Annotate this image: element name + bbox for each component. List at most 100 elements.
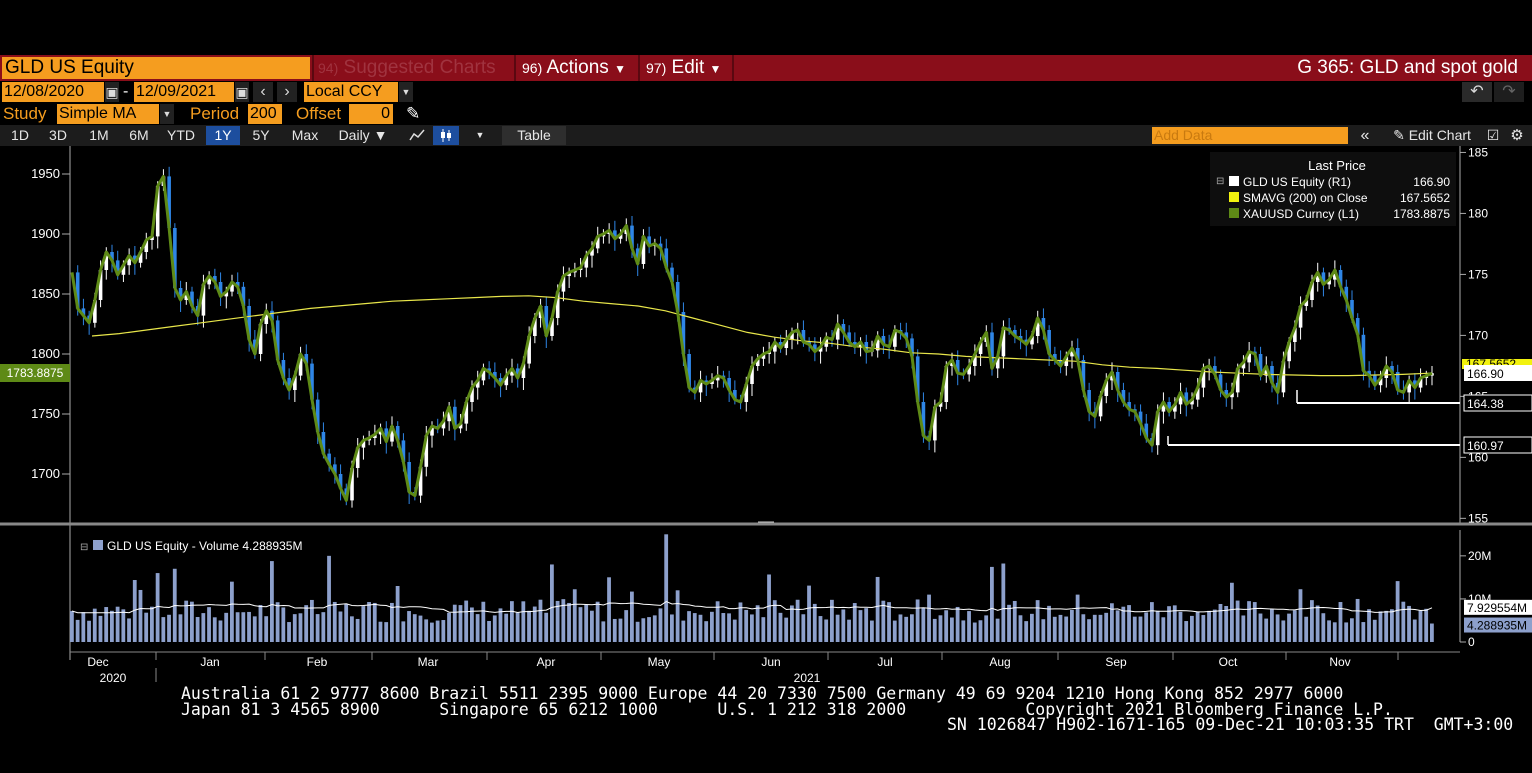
candle-body [401, 440, 406, 462]
tab-max[interactable]: Max [291, 127, 319, 143]
volume-bar [401, 621, 406, 642]
volume-bar [938, 615, 943, 642]
candle-body [464, 402, 469, 424]
add-data-input[interactable]: Add Data [1152, 127, 1348, 144]
volume-bar [1207, 610, 1211, 642]
menu-separator [638, 55, 640, 81]
edit-chart-button[interactable]: ✎ Edit Chart [1380, 126, 1484, 145]
volume-bar [264, 616, 269, 642]
candle-body [310, 363, 314, 400]
volume-bar [1361, 622, 1366, 642]
legend-item-label: SMAVG (200) on Close [1243, 191, 1368, 205]
edit-num: 97) [646, 60, 667, 76]
candle-body [121, 265, 126, 275]
volume-bar [458, 605, 463, 642]
caret-down-icon[interactable]: ▼ [160, 104, 174, 124]
volume-bar [70, 610, 74, 642]
volume-bar [321, 612, 326, 642]
volume-bar [624, 610, 629, 642]
volume-last-tag-label: 4.288935M [1467, 619, 1527, 633]
calendar-icon[interactable]: ▣ [235, 82, 249, 102]
currency-select[interactable]: Local CCY [304, 82, 398, 102]
volume-bar [864, 608, 869, 642]
prev-period-icon[interactable]: ‹ [253, 82, 273, 102]
tab-1d[interactable]: 1D [11, 127, 29, 143]
study-select[interactable]: Simple MA [57, 104, 159, 124]
tab-6m[interactable]: 6M [129, 127, 149, 143]
candle-body [561, 276, 566, 292]
volume-bar [555, 600, 560, 642]
next-period-icon[interactable]: › [277, 82, 297, 102]
volume-bar [1110, 603, 1114, 642]
candle-body [1213, 366, 1217, 375]
volume-bar [915, 599, 920, 642]
calendar-icon[interactable]: ▣ [105, 82, 119, 102]
candle-body [355, 447, 360, 468]
candle-body [778, 342, 783, 348]
offset-field[interactable]: 0 [349, 104, 393, 124]
candle-body [1390, 366, 1394, 372]
candle-body [1201, 368, 1206, 388]
caret-down-icon[interactable]: ▼ [399, 82, 413, 102]
table-button[interactable]: Table [502, 126, 566, 145]
volume-bar [1230, 582, 1234, 642]
candle-body [1104, 380, 1109, 396]
tab-1y[interactable]: 1Y [206, 126, 240, 145]
left-axis-tick-label: 1900 [31, 226, 60, 241]
candle-body [841, 324, 846, 333]
volume-bar [704, 621, 709, 642]
legend-header: Last Price [1308, 158, 1366, 173]
volume-bar [852, 603, 857, 642]
gear-icon[interactable]: ⚙ [1510, 127, 1524, 144]
volume-bar [464, 600, 469, 642]
tab-ytd[interactable]: YTD [167, 127, 195, 143]
candle-body [881, 336, 886, 345]
candle-body [235, 282, 240, 287]
candle-body [515, 368, 520, 378]
volume-bar [475, 614, 480, 642]
volume-bar [390, 602, 394, 642]
legend-swatch [1229, 176, 1239, 186]
redo-icon[interactable]: ↷ [1494, 82, 1524, 102]
caret-down-icon[interactable]: ▼ [475, 130, 485, 140]
edit-menu[interactable]: 97) Edit ▼ [646, 57, 721, 79]
frequency-select[interactable]: Daily ▼ [330, 126, 396, 145]
volume-bar [1430, 623, 1434, 642]
volume-bar [1292, 610, 1297, 642]
ticker-field[interactable]: GLD US Equity [2, 57, 310, 79]
candle-body [1001, 327, 1006, 357]
volume-bar [1395, 581, 1400, 642]
period-field[interactable]: 200 [248, 104, 282, 124]
candle-body [327, 453, 331, 465]
volume-bar [1372, 619, 1377, 642]
volume-bar [161, 617, 166, 642]
volume-bar [790, 605, 794, 642]
volume-bar [1161, 617, 1166, 642]
actions-menu[interactable]: 96) Actions ▼ [522, 57, 626, 79]
candle-body [773, 342, 777, 352]
legend-item-value: 166.90 [1413, 175, 1450, 189]
volume-bar [252, 616, 257, 642]
line-chart-icon[interactable] [404, 126, 430, 145]
tab-3d[interactable]: 3D [49, 127, 67, 143]
end-date-field[interactable]: 12/09/2021 [134, 82, 234, 102]
xauusd-tag-bg [0, 364, 70, 382]
right-axis-tick-label: 160 [1468, 450, 1488, 464]
candle-chart-icon[interactable] [433, 126, 459, 145]
volume-bar [910, 614, 914, 642]
tab-1m[interactable]: 1M [89, 127, 109, 143]
undo-icon[interactable]: ↶ [1462, 82, 1492, 102]
start-date-field[interactable]: 12/08/2020 [2, 82, 104, 102]
collapse-icon[interactable]: « [1360, 127, 1370, 144]
candle-body [910, 338, 914, 357]
candle-body [178, 288, 183, 300]
chart-settings-icon[interactable]: ☑ [1486, 127, 1500, 143]
tab-5y[interactable]: 5Y [252, 127, 270, 143]
volume-bar [664, 534, 669, 642]
candle-body [664, 248, 669, 268]
suggested-charts-menu[interactable]: 94) Suggested Charts [318, 57, 496, 79]
pencil-icon[interactable]: ✎ [406, 104, 421, 123]
x-axis-month-label: Jun [761, 655, 780, 669]
volume-bar [995, 618, 1000, 642]
candle-body [567, 272, 571, 276]
